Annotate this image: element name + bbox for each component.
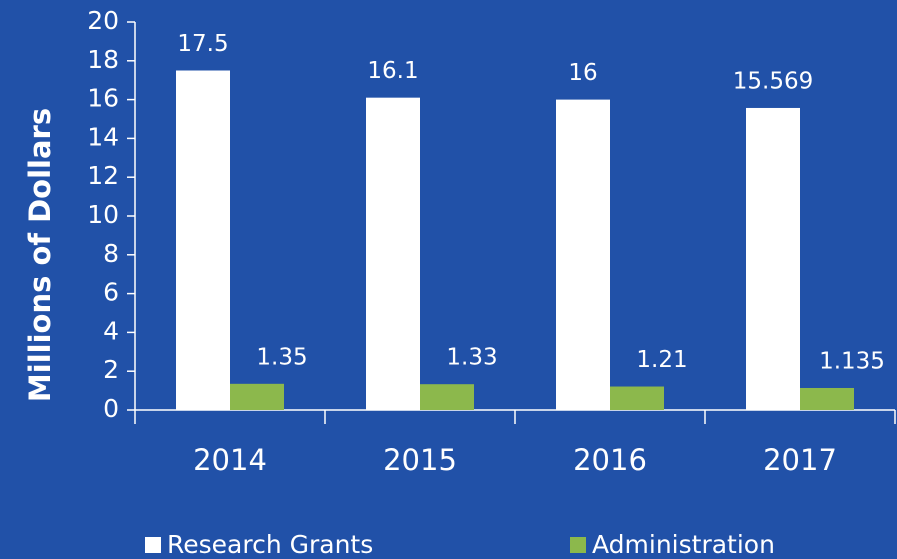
value-label: 1.35	[256, 344, 307, 370]
legend-label: Research Grants	[167, 530, 373, 559]
value-label: 15.569	[733, 68, 813, 94]
y-tick-label: 2	[103, 355, 119, 384]
x-tick-label: 2017	[763, 443, 837, 477]
y-axis-label: Millions of Dollars	[23, 108, 57, 402]
bar	[366, 97, 420, 410]
legend-swatch	[570, 537, 586, 553]
bar	[420, 384, 474, 410]
bar	[800, 387, 854, 410]
y-tick-label: 4	[103, 316, 119, 345]
value-label: 16.1	[367, 58, 418, 84]
x-tick-label: 2014	[193, 443, 267, 477]
value-label: 16	[568, 60, 597, 86]
y-tick-label: 0	[103, 394, 119, 423]
y-tick-label: 6	[103, 278, 119, 307]
y-tick-label: 18	[87, 45, 119, 74]
bar	[610, 386, 664, 410]
y-tick-label: 12	[87, 161, 119, 190]
bar	[176, 70, 230, 410]
bar	[746, 107, 800, 411]
value-label: 1.33	[446, 345, 497, 371]
y-tick-label: 8	[103, 239, 119, 268]
legend-swatch	[145, 537, 161, 553]
y-tick-label: 16	[87, 84, 119, 113]
y-tick-label: 10	[87, 200, 119, 229]
y-tick-label: 20	[87, 6, 119, 35]
y-tick-label: 14	[87, 122, 119, 151]
value-label: 1.135	[819, 348, 885, 374]
bar	[556, 99, 610, 410]
legend-label: Administration	[592, 530, 775, 559]
bar	[230, 383, 284, 410]
value-label: 17.5	[177, 31, 228, 57]
value-label: 1.21	[636, 347, 687, 373]
x-tick-label: 2016	[573, 443, 647, 477]
x-tick-label: 2015	[383, 443, 457, 477]
